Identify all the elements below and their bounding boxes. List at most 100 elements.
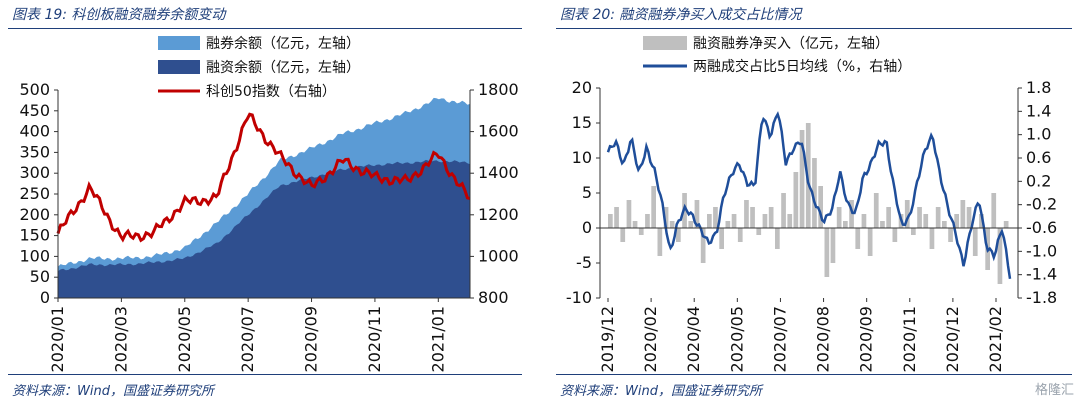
right-y-tick-label: 800 <box>478 288 509 307</box>
right-y-tick-label: -0.6 <box>1026 218 1057 237</box>
legend-swatch-financing <box>158 60 200 74</box>
right-y-tick-label: 1.0 <box>1026 125 1051 144</box>
net-buy-bar <box>750 207 755 228</box>
net-buy-bar <box>812 158 817 228</box>
net-buy-ratio-chart: -10 -5 0 5 10 15 20 -1.8 -1.4 -1.0 -0.6 -0.2 0.2 0.6 1… <box>566 36 1057 372</box>
x-tick-label: 2020/11 <box>900 306 919 372</box>
net-buy-bar <box>861 214 867 228</box>
net-buy-bar <box>713 207 718 228</box>
net-buy-bar <box>904 200 910 228</box>
right-y-tick-label: 1400 <box>478 163 519 182</box>
net-buy-bar <box>657 228 663 256</box>
net-buy-bar <box>855 228 861 249</box>
net-buy-bar <box>843 221 848 228</box>
star50-index-line <box>56 112 471 243</box>
right-y-tick-label: 0.6 <box>1026 148 1051 167</box>
net-buy-bar <box>626 200 632 228</box>
net-buy-bar <box>972 228 978 256</box>
left-source-note: 资料来源：Wind，国盛证券研究所 <box>12 384 214 399</box>
net-buy-bar <box>608 214 613 228</box>
x-tick-label: 2020/07 <box>770 306 789 372</box>
net-buy-bar <box>676 228 681 242</box>
x-tick-label: 2020/09 <box>302 306 321 372</box>
watermark-logo: 格隆汇 <box>1034 383 1074 398</box>
net-buy-bar <box>880 221 885 228</box>
legend-label-ratio: 两融成交占比5日均线（%，右轴） <box>693 58 911 75</box>
net-buy-bar <box>620 228 626 242</box>
legend-swatch-total <box>158 36 200 50</box>
right-source-rule <box>556 374 1072 375</box>
right-y-tick-label: 1600 <box>478 122 519 141</box>
x-tick-label: 2020/11 <box>365 306 384 372</box>
net-buy-bar <box>979 214 984 228</box>
x-tick-label: 2019/12 <box>598 306 617 372</box>
right-y-tick-label: 1000 <box>478 246 519 265</box>
legend-label-total: 融券余额（亿元，左轴） <box>206 35 360 52</box>
net-buy-bar <box>960 200 966 228</box>
net-buy-bar <box>694 200 700 228</box>
legend-label-star50: 科创50指数（右轴） <box>206 84 336 100</box>
x-tick-label: 2021/01 <box>428 306 447 372</box>
left-y-tick-label: 5 <box>582 183 592 202</box>
right-y-tick-label: 1.8 <box>1026 78 1051 97</box>
left-y-tick-label: -5 <box>576 253 592 272</box>
net-buy-bar <box>966 207 972 228</box>
net-buy-bar <box>867 228 873 256</box>
x-tick-label: 2020/02 <box>641 306 660 372</box>
left-title-rule <box>8 28 522 29</box>
x-tick-label: 2020/12 <box>943 306 962 372</box>
right-y-tick-label: -1.8 <box>1026 288 1057 307</box>
ratio-ma5-line <box>606 111 1012 279</box>
net-buy-bar <box>651 186 656 228</box>
right-y-tick-label: 0.2 <box>1026 171 1051 190</box>
legend-swatch-net-buy <box>643 36 687 50</box>
financing-balance-area <box>58 159 470 298</box>
left-source-rule <box>8 374 522 375</box>
x-tick-label: 2020/05 <box>175 306 194 372</box>
left-y-tick-label: 50 <box>30 267 50 286</box>
right-source-note: 资料来源：Wind，国盛证券研究所 <box>560 384 762 399</box>
right-figure-panel: 图表 20: 融资融券净买入成交占比情况 -10 -5 0 5 10 15 20 -1.8 -1… <box>548 0 1080 402</box>
net-buy-bar <box>632 221 638 228</box>
net-buy-bar <box>762 214 768 228</box>
net-buy-bar <box>836 207 842 228</box>
left-y-tick-label: 500 <box>19 80 50 99</box>
left-y-tick-label: 200 <box>19 205 50 224</box>
left-y-tick-label: 300 <box>19 163 50 182</box>
net-buy-bar <box>886 207 891 228</box>
left-y-tick-label: 400 <box>19 122 50 141</box>
net-buy-bar <box>942 221 947 228</box>
net-buy-bar <box>991 193 997 228</box>
net-buy-bar <box>614 207 619 228</box>
left-y-tick-label: -10 <box>566 288 592 307</box>
right-y-tick-label: 1.4 <box>1026 101 1051 120</box>
x-tick-label: 2020/04 <box>684 306 703 372</box>
net-buy-bar <box>768 207 774 228</box>
legend-label-financing: 融资余额（亿元，左轴） <box>206 59 360 76</box>
left-y-tick-label: 0 <box>40 288 50 307</box>
x-tick-label: 2020/09 <box>857 306 876 372</box>
left-y-tick-label: 15 <box>572 113 592 132</box>
net-buy-bar <box>824 228 830 277</box>
net-buy-bar <box>948 228 953 242</box>
net-buy-bar <box>731 214 737 228</box>
right-y-tick-label: -1.4 <box>1026 265 1057 284</box>
left-figure-title: 图表 19: 科创板融资融券余额变动 <box>12 7 226 23</box>
net-buy-bar <box>700 228 706 263</box>
net-buy-bar <box>997 228 1003 284</box>
net-buy-bar <box>917 207 922 228</box>
net-buy-bar <box>799 130 805 228</box>
left-figure-panel: 图表 19: 科创板融资融券余额变动 0 50 100 150 200 250 300 350… <box>0 0 530 402</box>
left-y-tick-label: 20 <box>572 78 592 97</box>
net-buy-bar <box>793 172 799 228</box>
net-buy-bar <box>744 200 749 228</box>
right-y-tick-label: 1200 <box>478 205 519 224</box>
right-y-tick-label: -1.0 <box>1026 241 1057 260</box>
left-y-tick-label: 0 <box>582 218 592 237</box>
net-buy-bar <box>725 221 731 228</box>
left-y-tick-label: 100 <box>19 246 50 265</box>
left-y-tick-label: 350 <box>19 142 50 161</box>
net-buy-bar <box>638 228 644 235</box>
legend-label-net-buy: 融资融券净买入（亿元，左轴） <box>693 36 889 52</box>
net-buy-bar <box>787 214 793 228</box>
